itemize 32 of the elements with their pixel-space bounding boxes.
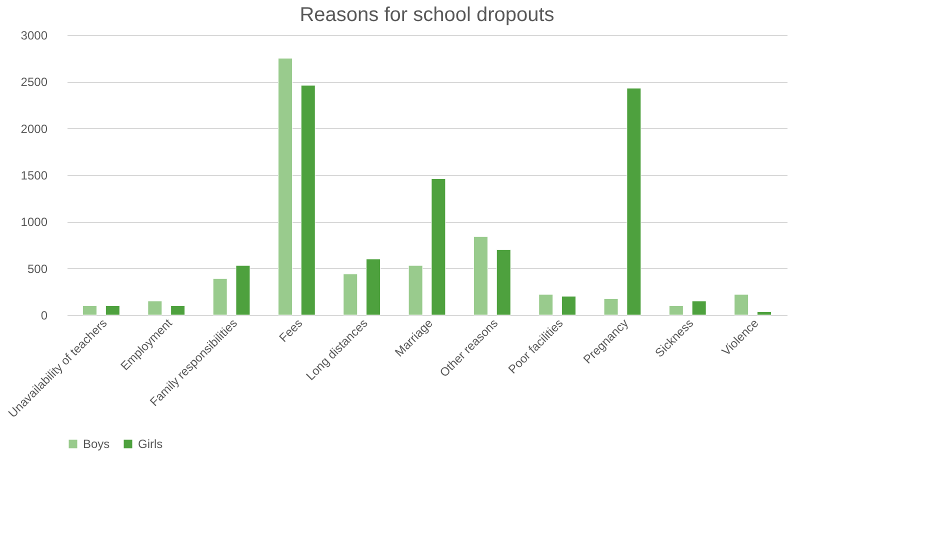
bar [538, 294, 554, 316]
y-tick-label: 1500 [20, 168, 48, 182]
bar [496, 249, 511, 316]
bar [408, 265, 423, 316]
bar [366, 258, 381, 316]
bar [105, 305, 120, 316]
y-tick-label: 3000 [20, 28, 48, 42]
bar [148, 300, 162, 316]
bar [604, 298, 618, 316]
bar [431, 178, 446, 316]
bar [692, 300, 706, 316]
bar [236, 265, 250, 316]
bar [170, 305, 186, 316]
bar [756, 311, 772, 316]
legend-label: Boys [83, 437, 110, 451]
bar [82, 305, 98, 316]
bar [278, 58, 292, 316]
y-tick-label: 2000 [20, 122, 48, 136]
bar [473, 236, 488, 316]
bar [562, 296, 576, 316]
bar [300, 85, 316, 316]
chart-title: Reasons for school dropouts [300, 4, 554, 26]
y-tick-label: 2500 [20, 75, 48, 90]
y-tick-label: 0 [40, 308, 48, 322]
bar [343, 274, 358, 316]
bar [734, 294, 749, 316]
y-tick-label: 500 [27, 262, 48, 276]
y-tick-label: 1000 [20, 215, 48, 230]
bar [626, 88, 642, 316]
bar [212, 278, 228, 316]
bar [668, 305, 684, 316]
legend-label: Girls [138, 437, 163, 451]
